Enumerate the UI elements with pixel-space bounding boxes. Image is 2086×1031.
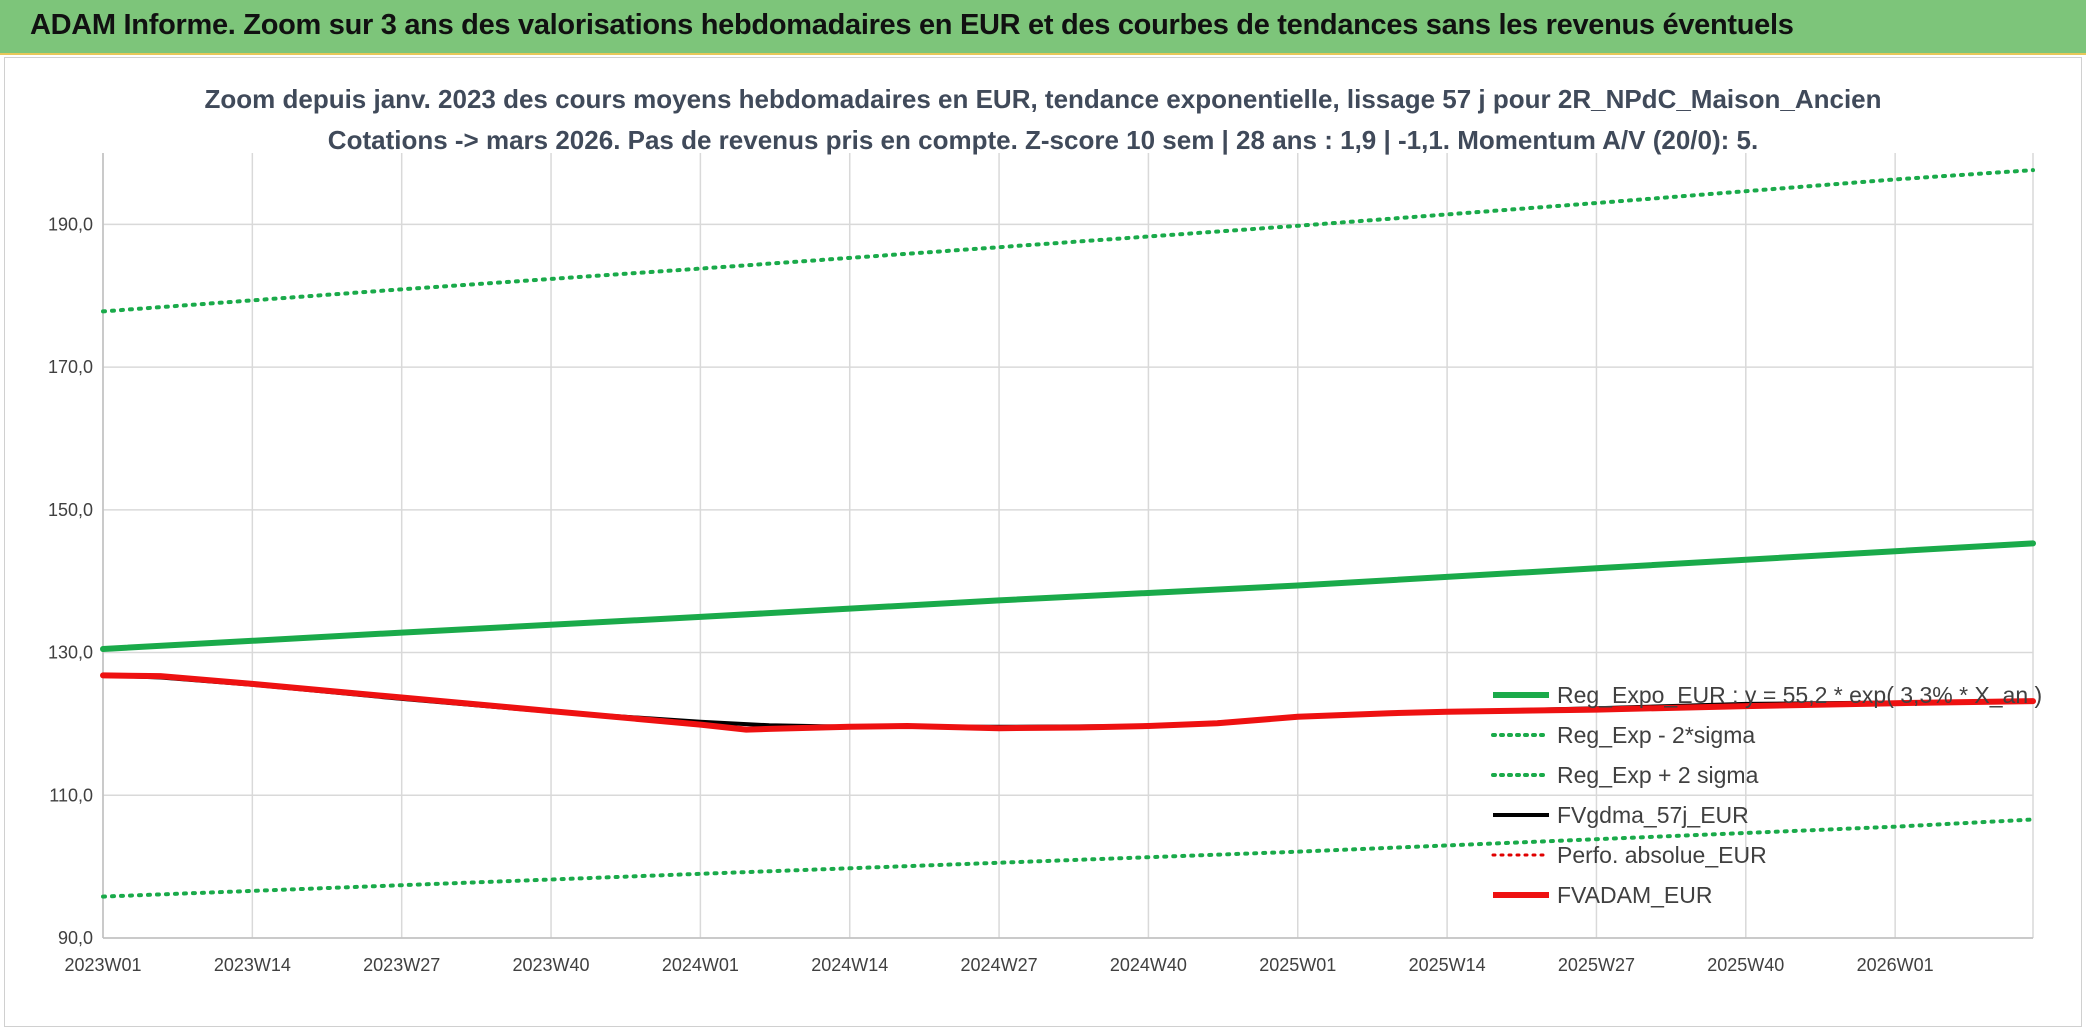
legend: Reg_Expo_EUR : y = 55,2 * exp( 3,3% * X_… xyxy=(1491,682,2042,908)
x-tick-label: 2023W14 xyxy=(214,955,291,975)
x-tick-label: 2026W01 xyxy=(1857,955,1934,975)
y-tick-label: 170,0 xyxy=(48,357,93,377)
series-line-fvadam-eur xyxy=(100,672,2036,733)
chart-title-line2: Cotations -> mars 2026. Pas de revenus p… xyxy=(328,125,1758,155)
x-tick-label: 2023W27 xyxy=(363,955,440,975)
gridlines xyxy=(102,153,2034,939)
legend-entry: FVADAM_EUR xyxy=(1557,882,1713,908)
report-title: ADAM Informe. Zoom sur 3 ans des valoris… xyxy=(30,9,1794,41)
axes: 90,0 110,0 130,0 150,0 170,0 190,0 2023W01 2023… xyxy=(48,153,2033,975)
chart-title-line1: Zoom depuis janv. 2023 des cours moyens … xyxy=(204,84,1881,114)
legend-entry: Reg_Exp + 2 sigma xyxy=(1557,762,1759,788)
x-tick-label: 2024W01 xyxy=(662,955,739,975)
series-line-reg-exp-2-sigma xyxy=(101,168,2035,314)
legend-entry: Reg_Exp - 2*sigma xyxy=(1557,722,1755,748)
x-tick-label: 2025W40 xyxy=(1707,955,1784,975)
report-banner: ADAM Informe. Zoom sur 3 ans des valoris… xyxy=(0,0,2086,55)
x-tick-label: 2025W14 xyxy=(1409,955,1486,975)
y-tick-label: 110,0 xyxy=(49,785,93,805)
y-tick-label: 150,0 xyxy=(48,500,93,520)
series-lines xyxy=(100,168,2036,899)
y-tick-label: 90,0 xyxy=(58,928,93,948)
x-tick-label: 2023W40 xyxy=(513,955,590,975)
legend-entry: Perfo. absolue_EUR xyxy=(1557,842,1767,868)
legend-entry: Reg_Expo_EUR : y = 55,2 * exp( 3,3% * X_… xyxy=(1557,682,2042,708)
y-tick-label: 130,0 xyxy=(48,643,93,663)
legend-entry: FVgdma_57j_EUR xyxy=(1557,802,1749,828)
y-tick-label: 190,0 xyxy=(48,214,93,234)
x-tick-label: 2024W40 xyxy=(1110,955,1187,975)
x-tick-label: 2024W14 xyxy=(811,955,888,975)
series-line-reg-expo-eur-y-55-2-exp-3-3-x-an xyxy=(100,540,2036,652)
chart-area: 90,0 110,0 130,0 150,0 170,0 190,0 2023W01 2023… xyxy=(4,57,2082,1027)
series-line-reg-exp-2-sigma xyxy=(101,817,2035,899)
x-tick-label: 2025W27 xyxy=(1558,955,1635,975)
line-chart: 90,0 110,0 130,0 150,0 170,0 190,0 2023W01 2023… xyxy=(48,84,2042,975)
x-tick-label: 2023W01 xyxy=(64,955,141,975)
x-tick-label: 2024W27 xyxy=(961,955,1038,975)
x-tick-label: 2025W01 xyxy=(1259,955,1336,975)
